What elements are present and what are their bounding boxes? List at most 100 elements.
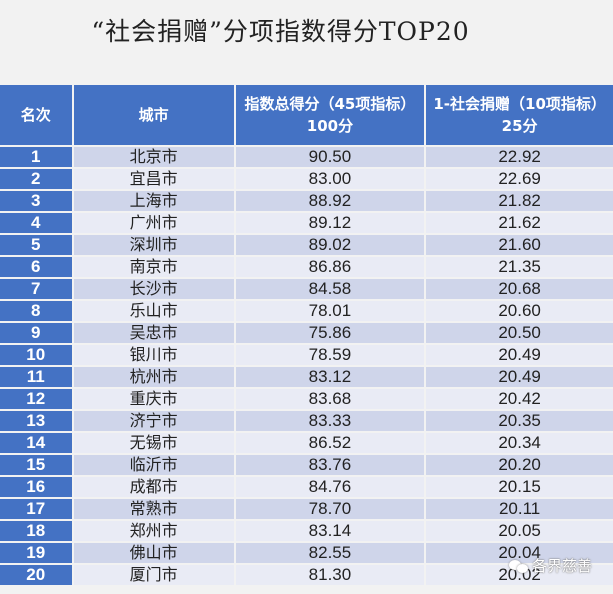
donation-score-cell: 20.15 bbox=[426, 477, 613, 497]
donation-score-cell: 20.49 bbox=[426, 345, 613, 365]
rank-cell: 14 bbox=[0, 433, 72, 453]
rank-cell: 16 bbox=[0, 477, 72, 497]
donation-score-cell: 20.02 bbox=[426, 565, 613, 585]
table-body: 1 北京市 90.50 22.92 2 宜昌市 83.00 22.69 3 上海市 88.92 21.… bbox=[0, 147, 613, 585]
total-score-cell: 89.12 bbox=[235, 213, 425, 233]
rank-cell: 17 bbox=[0, 499, 72, 519]
total-score-cell: 83.14 bbox=[235, 521, 425, 541]
donation-score-cell: 20.49 bbox=[426, 367, 613, 387]
table-row: 14 无锡市 86.52 20.34 bbox=[0, 433, 613, 453]
total-score-cell: 78.70 bbox=[235, 499, 425, 519]
total-score-cell: 90.50 bbox=[235, 147, 425, 167]
total-score-cell: 82.55 bbox=[235, 543, 425, 563]
total-score-cell: 89.02 bbox=[235, 235, 425, 255]
donation-score-cell: 21.82 bbox=[426, 191, 613, 211]
table-row: 13 济宁市 83.33 20.35 bbox=[0, 411, 613, 431]
total-score-cell: 78.59 bbox=[235, 345, 425, 365]
total-score-cell: 78.01 bbox=[235, 301, 425, 321]
table-row: 9 吴忠市 75.86 20.50 bbox=[0, 323, 613, 343]
header-rank: 名次 bbox=[0, 85, 72, 145]
ranking-table: 名次 城市 指数总得分（45项指标）100分 1-社会捐赠（10项指标）25分 … bbox=[0, 83, 613, 587]
city-cell: 银川市 bbox=[73, 345, 234, 365]
rank-cell: 2 bbox=[0, 169, 72, 189]
total-score-cell: 88.92 bbox=[235, 191, 425, 211]
rank-cell: 12 bbox=[0, 389, 72, 409]
header-city: 城市 bbox=[73, 85, 234, 145]
table-row: 2 宜昌市 83.00 22.69 bbox=[0, 169, 613, 189]
donation-score-cell: 20.50 bbox=[426, 323, 613, 343]
table-row: 20 厦门市 81.30 20.02 bbox=[0, 565, 613, 585]
city-cell: 上海市 bbox=[73, 191, 234, 211]
page-title-text: “社会捐赠”分项指数得分TOP20 bbox=[91, 17, 470, 46]
table-row: 7 长沙市 84.58 20.68 bbox=[0, 279, 613, 299]
donation-score-cell: 20.04 bbox=[426, 543, 613, 563]
watermark-text: 各界慈善 bbox=[532, 557, 593, 575]
table-row: 16 成都市 84.76 20.15 bbox=[0, 477, 613, 497]
city-cell: 无锡市 bbox=[73, 433, 234, 453]
city-cell: 成都市 bbox=[73, 477, 234, 497]
donation-score-cell: 20.60 bbox=[426, 301, 613, 321]
table-row: 11 杭州市 83.12 20.49 bbox=[0, 367, 613, 387]
total-score-cell: 86.86 bbox=[235, 257, 425, 277]
city-cell: 杭州市 bbox=[73, 367, 234, 387]
total-score-cell: 83.12 bbox=[235, 367, 425, 387]
table-row: 4 广州市 89.12 21.62 bbox=[0, 213, 613, 233]
total-score-cell: 86.52 bbox=[235, 433, 425, 453]
city-cell: 吴忠市 bbox=[73, 323, 234, 343]
total-score-cell: 83.68 bbox=[235, 389, 425, 409]
total-score-cell: 81.30 bbox=[235, 565, 425, 585]
city-cell: 乐山市 bbox=[73, 301, 234, 321]
donation-score-cell: 21.60 bbox=[426, 235, 613, 255]
city-cell: 深圳市 bbox=[73, 235, 234, 255]
city-cell: 临沂市 bbox=[73, 455, 234, 475]
table-row: 1 北京市 90.50 22.92 bbox=[0, 147, 613, 167]
table-row: 10 银川市 78.59 20.49 bbox=[0, 345, 613, 365]
table-row: 5 深圳市 89.02 21.60 bbox=[0, 235, 613, 255]
rank-cell: 11 bbox=[0, 367, 72, 387]
rank-cell: 6 bbox=[0, 257, 72, 277]
page-title: “社会捐赠”分项指数得分TOP20 bbox=[0, 12, 613, 48]
header-total-score: 指数总得分（45项指标）100分 bbox=[235, 85, 425, 145]
rank-cell: 7 bbox=[0, 279, 72, 299]
table-row: 15 临沂市 83.76 20.20 bbox=[0, 455, 613, 475]
table-row: 6 南京市 86.86 21.35 bbox=[0, 257, 613, 277]
table-row: 19 佛山市 82.55 20.04 bbox=[0, 543, 613, 563]
rank-cell: 15 bbox=[0, 455, 72, 475]
rank-cell: 9 bbox=[0, 323, 72, 343]
donation-score-cell: 20.42 bbox=[426, 389, 613, 409]
total-score-cell: 83.00 bbox=[235, 169, 425, 189]
donation-score-cell: 21.35 bbox=[426, 257, 613, 277]
table-row: 8 乐山市 78.01 20.60 bbox=[0, 301, 613, 321]
table-row: 12 重庆市 83.68 20.42 bbox=[0, 389, 613, 409]
donation-score-cell: 20.05 bbox=[426, 521, 613, 541]
header-donation-score: 1-社会捐赠（10项指标）25分 bbox=[426, 85, 613, 145]
city-cell: 济宁市 bbox=[73, 411, 234, 431]
rank-cell: 18 bbox=[0, 521, 72, 541]
city-cell: 厦门市 bbox=[73, 565, 234, 585]
city-cell: 常熟市 bbox=[73, 499, 234, 519]
city-cell: 北京市 bbox=[73, 147, 234, 167]
donation-score-cell: 22.69 bbox=[426, 169, 613, 189]
table-row: 17 常熟市 78.70 20.11 bbox=[0, 499, 613, 519]
rank-cell: 8 bbox=[0, 301, 72, 321]
rank-cell: 20 bbox=[0, 565, 72, 585]
city-cell: 长沙市 bbox=[73, 279, 234, 299]
rank-cell: 10 bbox=[0, 345, 72, 365]
city-cell: 佛山市 bbox=[73, 543, 234, 563]
total-score-cell: 83.76 bbox=[235, 455, 425, 475]
total-score-cell: 75.86 bbox=[235, 323, 425, 343]
rank-cell: 5 bbox=[0, 235, 72, 255]
rank-cell: 19 bbox=[0, 543, 72, 563]
donation-score-cell: 22.92 bbox=[426, 147, 613, 167]
total-score-cell: 84.76 bbox=[235, 477, 425, 497]
city-cell: 广州市 bbox=[73, 213, 234, 233]
donation-score-cell: 20.20 bbox=[426, 455, 613, 475]
table-row: 18 郑州市 83.14 20.05 bbox=[0, 521, 613, 541]
rank-cell: 1 bbox=[0, 147, 72, 167]
donation-score-cell: 20.11 bbox=[426, 499, 613, 519]
donation-score-cell: 20.35 bbox=[426, 411, 613, 431]
donation-score-cell: 20.34 bbox=[426, 433, 613, 453]
donation-score-cell: 20.68 bbox=[426, 279, 613, 299]
rank-cell: 3 bbox=[0, 191, 72, 211]
rank-cell: 4 bbox=[0, 213, 72, 233]
